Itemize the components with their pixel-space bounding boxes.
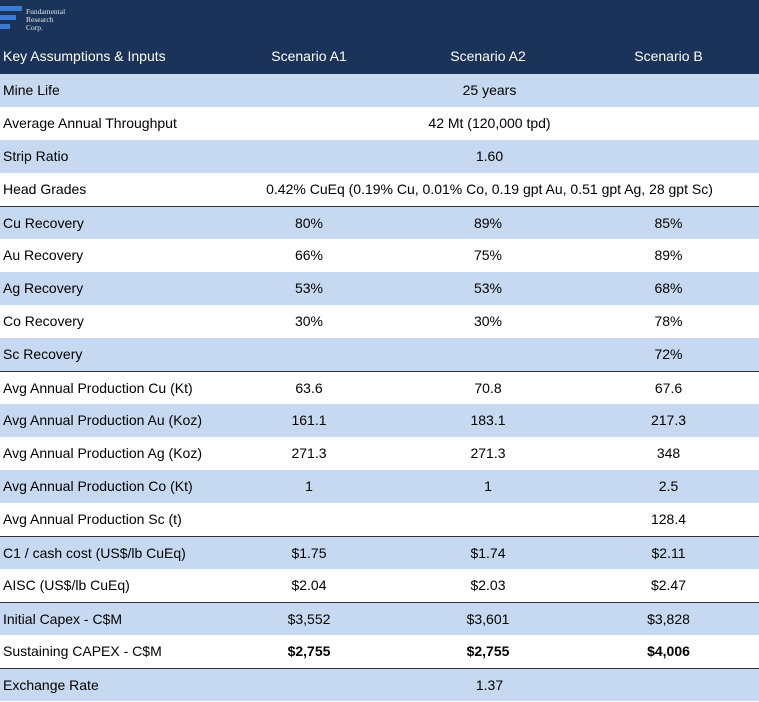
- value-cell: 271.3: [291, 445, 327, 461]
- value-cell: $3,828: [647, 611, 690, 627]
- table-row: Co Recovery 30% 30% 78%: [0, 305, 759, 338]
- value-cell: $2,755: [466, 643, 510, 659]
- logo-line: Corp.: [26, 23, 43, 32]
- row-label: Strip Ratio: [3, 148, 69, 164]
- value-cell: 85%: [654, 215, 683, 231]
- value-cell: $3,601: [466, 611, 510, 627]
- value-cell: 217.3: [650, 412, 687, 428]
- row-label: Mine Life: [3, 82, 60, 98]
- logo-bar: [0, 24, 10, 29]
- row-label: Sustaining CAPEX - C$M: [3, 643, 162, 659]
- table-row: Strip Ratio 1.60: [0, 140, 759, 173]
- header: Fundamental Research Corp. Key Assumptio…: [0, 0, 759, 74]
- value-cell: 68%: [654, 280, 683, 296]
- table-row: Avg Annual Production Cu (Kt) 63.6 70.8 67.…: [0, 371, 759, 404]
- value-cell: 67.6: [654, 380, 683, 396]
- row-label: Sc Recovery: [3, 346, 83, 362]
- column-header: Scenario B: [634, 48, 703, 64]
- row-label: Head Grades: [3, 181, 87, 197]
- value-cell: 78%: [654, 313, 683, 329]
- table-row: Mine Life 25 years: [0, 74, 759, 107]
- column-header: Scenario A2: [450, 48, 526, 64]
- value-cell: $1.75: [291, 545, 327, 561]
- merged-cell: 42 Mt (120,000 tpd): [428, 115, 551, 131]
- column-header: Key Assumptions & Inputs: [3, 48, 166, 64]
- row-label: Ag Recovery: [3, 280, 84, 296]
- value-cell: 2.5: [658, 478, 679, 494]
- value-cell: 128.4: [650, 511, 687, 527]
- logo-bar: [0, 6, 22, 11]
- value-cell: 271.3: [470, 445, 506, 461]
- value-cell: 30%: [294, 313, 324, 329]
- value-cell: 89%: [473, 215, 503, 231]
- value-cell: $2.03: [470, 577, 506, 593]
- value-cell: $1.74: [470, 545, 506, 561]
- value-cell: 161.1: [291, 412, 327, 428]
- column-header: Scenario A1: [271, 48, 347, 64]
- table-row: C1 / cash cost (US$/lb CuEq) $1.75 $1.74 $2…: [0, 536, 759, 569]
- table-row: Avg Annual Production Sc (t) 128.4: [0, 503, 759, 536]
- value-cell: 72%: [654, 346, 683, 362]
- value-cell: $2.04: [291, 577, 327, 593]
- value-cell: 183.1: [470, 412, 506, 428]
- logo-text: Fundamental Research Corp.: [26, 8, 65, 32]
- row-label: C1 / cash cost (US$/lb CuEq): [3, 545, 186, 561]
- row-label: Exchange Rate: [3, 677, 99, 693]
- row-label: Au Recovery: [3, 247, 84, 263]
- row-label: Co Recovery: [3, 313, 84, 329]
- table-row: Initial Capex - C$M $3,552 $3,601 $3,828: [0, 602, 759, 635]
- row-label: Avg Annual Production Ag (Koz): [3, 445, 202, 461]
- logo-line: Research: [26, 15, 54, 24]
- logo-line: Fundamental: [26, 7, 66, 16]
- logo-bar: [0, 15, 16, 20]
- value-cell: 1: [484, 478, 492, 494]
- table-row: Sustaining CAPEX - C$M $2,755 $2,755 $4,006: [0, 635, 759, 668]
- table-row: Au Recovery 66% 75% 89%: [0, 239, 759, 272]
- value-cell: 348: [656, 445, 681, 461]
- value-cell: 63.6: [295, 380, 323, 396]
- merged-cell: 1.60: [475, 148, 504, 164]
- value-cell: 80%: [294, 215, 324, 231]
- table-row: Average Annual Throughput 42 Mt (120,000 …: [0, 107, 759, 140]
- row-label: Initial Capex - C$M: [3, 611, 123, 627]
- row-label: AISC (US$/lb CuEq): [3, 577, 130, 593]
- value-cell: $2.47: [650, 577, 687, 593]
- merged-cell: 25 years: [462, 82, 517, 98]
- table-row: Head Grades 0.42% CuEq (0.19% Cu, 0.01% C…: [0, 173, 759, 206]
- table-row: Avg Annual Production Ag (Koz) 271.3 271.3…: [0, 437, 759, 470]
- value-cell: 66%: [294, 247, 324, 263]
- value-cell: 70.8: [474, 380, 502, 396]
- table-row: Avg Annual Production Co (Kt) 1 1 2.5: [0, 470, 759, 503]
- value-cell: $2,755: [287, 643, 331, 659]
- row-label: Avg Annual Production Au (Koz): [3, 412, 202, 428]
- table-row: Ag Recovery 53% 53% 68%: [0, 272, 759, 305]
- value-cell: $3,552: [287, 611, 331, 627]
- value-cell: $4,006: [647, 643, 690, 659]
- table-row: Exchange Rate 1.37: [0, 668, 759, 701]
- table-row: Avg Annual Production Au (Koz) 161.1 183.1…: [0, 404, 759, 437]
- row-label: Average Annual Throughput: [3, 115, 177, 131]
- table-row: Sc Recovery 72%: [0, 338, 759, 371]
- merged-cell: 0.42% CuEq (0.19% Cu, 0.01% Co, 0.19 gpt…: [266, 181, 713, 197]
- value-cell: 89%: [654, 247, 683, 263]
- row-label: Avg Annual Production Co (Kt): [3, 478, 193, 494]
- value-cell: 75%: [473, 247, 503, 263]
- table-row: AISC (US$/lb CuEq) $2.04 $2.03 $2.47: [0, 569, 759, 602]
- merged-cell: 1.37: [475, 677, 504, 693]
- table-row: Cu Recovery 80% 89% 85%: [0, 206, 759, 239]
- value-cell: $2.11: [651, 545, 686, 561]
- value-cell: 53%: [294, 280, 324, 296]
- value-cell: 30%: [473, 313, 503, 329]
- value-cell: 53%: [473, 280, 503, 296]
- value-cell: 1: [305, 478, 313, 494]
- row-label: Cu Recovery: [3, 215, 84, 231]
- row-label: Avg Annual Production Cu (Kt): [3, 380, 193, 396]
- row-label: Avg Annual Production Sc (t): [3, 511, 182, 527]
